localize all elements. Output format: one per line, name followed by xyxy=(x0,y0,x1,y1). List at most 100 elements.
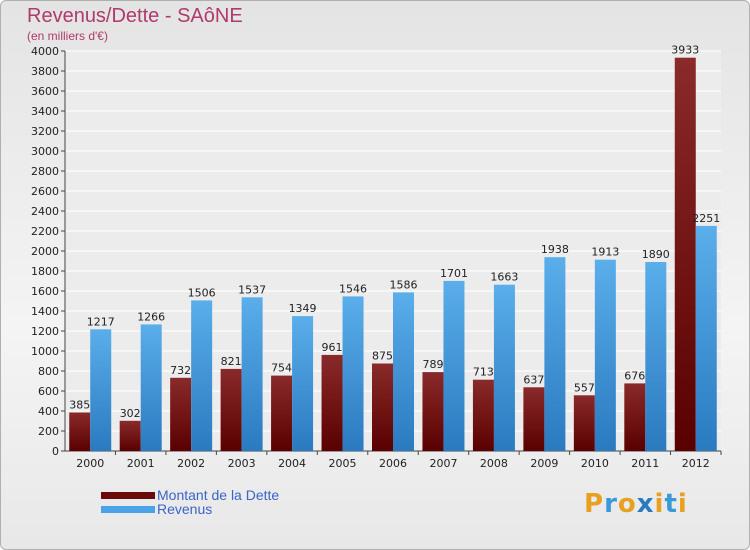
bar-revenus xyxy=(443,280,465,451)
data-label-dette: 3933 xyxy=(671,44,699,57)
y-tick-label: 600 xyxy=(38,385,59,398)
x-tick-label: 2010 xyxy=(581,457,609,470)
data-label-dette: 676 xyxy=(624,369,645,382)
data-label-revenus: 1701 xyxy=(440,267,468,280)
logo-letter: r xyxy=(604,489,618,519)
x-tick-label: 2009 xyxy=(530,457,558,470)
x-tick-label: 2008 xyxy=(480,457,508,470)
bar-revenus xyxy=(241,297,263,451)
bar-revenus xyxy=(342,296,364,451)
data-label-revenus: 1537 xyxy=(238,283,266,296)
logo-letter: o xyxy=(617,489,637,519)
y-tick-label: 800 xyxy=(38,365,59,378)
legend-label-dette: Montant de la Dette xyxy=(157,487,280,503)
legend-swatch-dette xyxy=(101,491,155,499)
y-tick-label: 200 xyxy=(38,425,59,438)
x-tick-label: 2007 xyxy=(429,457,457,470)
data-label-dette: 789 xyxy=(422,358,443,371)
data-label-revenus: 1890 xyxy=(642,248,670,261)
data-label-dette: 557 xyxy=(574,381,595,394)
x-tick-label: 2002 xyxy=(177,457,205,470)
bar-dette xyxy=(271,375,293,451)
x-tick-label: 2004 xyxy=(278,457,306,470)
logo-letter: i xyxy=(677,489,688,519)
chart-subtitle: (en milliers d'€) xyxy=(27,29,108,43)
y-tick-label: 400 xyxy=(38,405,59,418)
y-tick-label: 2000 xyxy=(31,245,59,258)
bar-dette xyxy=(422,372,444,451)
data-label-revenus: 1266 xyxy=(137,310,165,323)
bar-revenus xyxy=(292,316,314,451)
y-tick-label: 1200 xyxy=(31,325,59,338)
bar-revenus xyxy=(544,257,566,451)
data-label-revenus: 1663 xyxy=(490,271,518,284)
legend-label-revenus: Revenus xyxy=(157,501,213,517)
bar-revenus xyxy=(140,324,162,451)
legend-item-revenus: Revenus xyxy=(101,501,212,517)
y-tick-label: 3400 xyxy=(31,105,59,118)
logo-letter: x xyxy=(636,489,655,519)
x-tick-label: 2000 xyxy=(76,457,104,470)
bar-dette xyxy=(119,420,141,451)
data-label-dette: 302 xyxy=(120,407,141,420)
y-tick-label: 2200 xyxy=(31,225,59,238)
x-tick-label: 2011 xyxy=(631,457,659,470)
y-tick-label: 2800 xyxy=(31,165,59,178)
x-tick-label: 2003 xyxy=(228,457,256,470)
y-tick-label: 1000 xyxy=(31,345,59,358)
data-label-dette: 385 xyxy=(69,399,90,412)
legend-swatch-revenus xyxy=(101,505,155,513)
x-tick-label: 2012 xyxy=(682,457,710,470)
x-tick-label: 2005 xyxy=(329,457,357,470)
y-tick-label: 3000 xyxy=(31,145,59,158)
bar-dette xyxy=(472,379,494,451)
data-label-revenus: 1506 xyxy=(188,286,216,299)
y-tick-label: 1400 xyxy=(31,305,59,318)
data-label-revenus: 1546 xyxy=(339,282,367,295)
y-tick-label: 2600 xyxy=(31,185,59,198)
y-tick-label: 1600 xyxy=(31,285,59,298)
data-label-revenus: 2251 xyxy=(692,212,720,225)
y-tick-label: 2400 xyxy=(31,205,59,218)
data-label-dette: 713 xyxy=(473,366,494,379)
logo-letter: P xyxy=(584,489,605,519)
bar-revenus xyxy=(645,262,667,451)
logo-letter: i xyxy=(654,489,665,519)
data-label-revenus: 1938 xyxy=(541,243,569,256)
bar-dette xyxy=(624,383,646,451)
bar-dette xyxy=(220,368,242,451)
data-label-dette: 961 xyxy=(322,341,343,354)
y-tick-label: 4000 xyxy=(31,45,59,58)
logo-letter: t xyxy=(664,489,678,519)
data-label-revenus: 1217 xyxy=(87,315,115,328)
bar-dette xyxy=(573,395,595,451)
x-tick-label: 2006 xyxy=(379,457,407,470)
chart-title: Revenus/Dette - SAôNE xyxy=(27,5,243,27)
data-label-dette: 637 xyxy=(523,373,544,386)
data-label-dette: 821 xyxy=(221,355,242,368)
bar-dette xyxy=(170,377,192,451)
bar-revenus xyxy=(695,225,717,451)
bar-dette xyxy=(372,363,393,451)
data-label-revenus: 1349 xyxy=(289,302,317,315)
data-label-revenus: 1586 xyxy=(390,278,418,291)
data-label-dette: 754 xyxy=(271,362,292,375)
y-tick-label: 3200 xyxy=(31,125,59,138)
bar-revenus xyxy=(594,259,616,451)
y-tick-label: 0 xyxy=(52,445,59,458)
x-tick-label: 2001 xyxy=(127,457,155,470)
bar-dette xyxy=(523,387,545,451)
bar-dette xyxy=(321,354,343,451)
proxiti-logo: Proxiti xyxy=(584,489,688,519)
bar-revenus xyxy=(493,284,515,451)
bar-dette xyxy=(69,412,91,451)
bar-revenus xyxy=(393,292,414,451)
bar-dette xyxy=(674,57,696,451)
y-tick-label: 3600 xyxy=(31,85,59,98)
data-label-revenus: 1913 xyxy=(591,246,619,259)
data-label-dette: 732 xyxy=(170,364,191,377)
data-label-dette: 875 xyxy=(372,350,393,363)
legend-item-dette: Montant de la Dette xyxy=(101,487,279,503)
